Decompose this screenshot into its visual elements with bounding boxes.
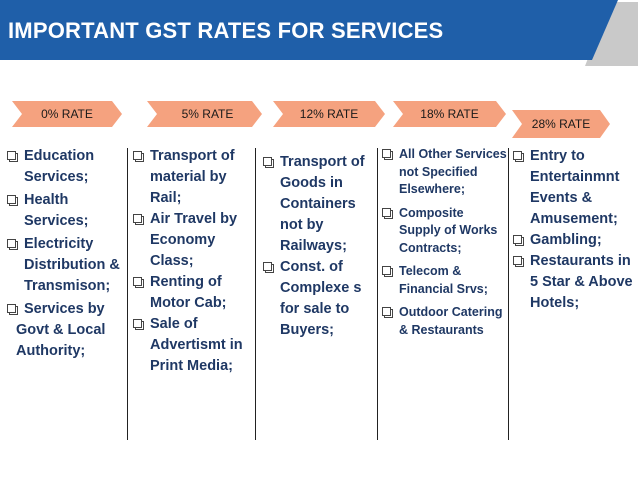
- list-item: Transport of material by Rail;: [132, 146, 254, 209]
- checkbox-bullet-icon: [7, 195, 18, 206]
- rate-label-0: 0% RATE: [41, 107, 93, 121]
- banner-shape: [0, 0, 638, 66]
- checkbox-bullet-icon: [133, 277, 144, 288]
- rate-label-5: 5% RATE: [181, 107, 234, 121]
- list-item: Sale of Advertismt in Print Media;: [132, 314, 254, 377]
- checkbox-bullet-icon: [513, 151, 524, 162]
- list-item: Gambling;: [512, 230, 636, 251]
- list-item: Electricity Distribution & Transmison;: [6, 234, 124, 297]
- checkbox-bullet-icon: [263, 262, 274, 273]
- column-12-rate: Transport of Goods in Containers not by …: [262, 152, 374, 341]
- rate-tag-18: 18% RATE: [393, 101, 506, 127]
- column-18-rate: All Other Services not Specified Elsewhe…: [381, 146, 507, 339]
- list-item: Restaurants in 5 Star & Above Hotels;: [512, 251, 636, 314]
- list-item: Transport of Goods in Containers not by …: [262, 152, 374, 257]
- list-item: Telecom & Financial Srvs;: [381, 263, 507, 298]
- rate-label-12: 12% RATE: [299, 107, 359, 121]
- title-banner: IMPORTANT GST RATES FOR SERVICES: [0, 0, 638, 80]
- column-divider: [377, 148, 378, 440]
- checkbox-bullet-icon: [382, 207, 393, 219]
- column-0-rate: Education Services; Health Services; Ele…: [6, 146, 124, 362]
- checkbox-bullet-icon: [263, 157, 274, 168]
- rate-tag-0: 0% RATE: [12, 101, 122, 127]
- list-item-continuation: Govt & Local Authority;: [16, 322, 106, 359]
- column-divider: [255, 148, 256, 440]
- checkbox-bullet-icon: [382, 149, 393, 160]
- rate-tag-28: 28% RATE: [512, 110, 610, 138]
- checkbox-bullet-icon: [382, 266, 393, 277]
- column-divider: [127, 148, 128, 440]
- checkbox-bullet-icon: [7, 151, 18, 162]
- checkbox-bullet-icon: [133, 151, 144, 162]
- list-item: Renting of Motor Cab;: [132, 272, 254, 314]
- checkbox-bullet-icon: [513, 235, 524, 246]
- checkbox-bullet-icon: [382, 307, 393, 318]
- checkbox-bullet-icon: [133, 214, 144, 225]
- page-title: IMPORTANT GST RATES FOR SERVICES: [8, 18, 444, 43]
- rate-tag-5: 5% RATE: [147, 101, 262, 127]
- checkbox-bullet-icon: [133, 319, 144, 330]
- list-item: Const. of Complexe s for sale to Buyers;: [262, 257, 374, 341]
- list-item: Outdoor Catering & Restaurants: [381, 304, 507, 339]
- list-item: Education Services;: [6, 146, 124, 188]
- list-item: Health Services;: [6, 190, 124, 232]
- list-item: Air Travel by Economy Class;: [132, 209, 254, 272]
- checkbox-bullet-icon: [513, 256, 524, 267]
- checkbox-bullet-icon: [7, 304, 18, 315]
- column-28-rate: Entry to Entertainmnt Events & Amusement…: [512, 146, 636, 314]
- column-5-rate: Transport of material by Rail; Air Trave…: [132, 146, 254, 377]
- list-item: Composite Supply of Works Contracts;: [381, 205, 507, 258]
- list-item: All Other Services not Specified Elsewhe…: [381, 146, 507, 199]
- rate-tag-12: 12% RATE: [273, 101, 385, 127]
- list-item: Entry to Entertainmnt Events & Amusement…: [512, 146, 636, 230]
- checkbox-bullet-icon: [7, 239, 18, 250]
- column-divider: [508, 148, 509, 440]
- rate-label-28: 28% RATE: [531, 117, 591, 131]
- list-item: Services by: [6, 299, 124, 320]
- rate-label-18: 18% RATE: [420, 107, 479, 121]
